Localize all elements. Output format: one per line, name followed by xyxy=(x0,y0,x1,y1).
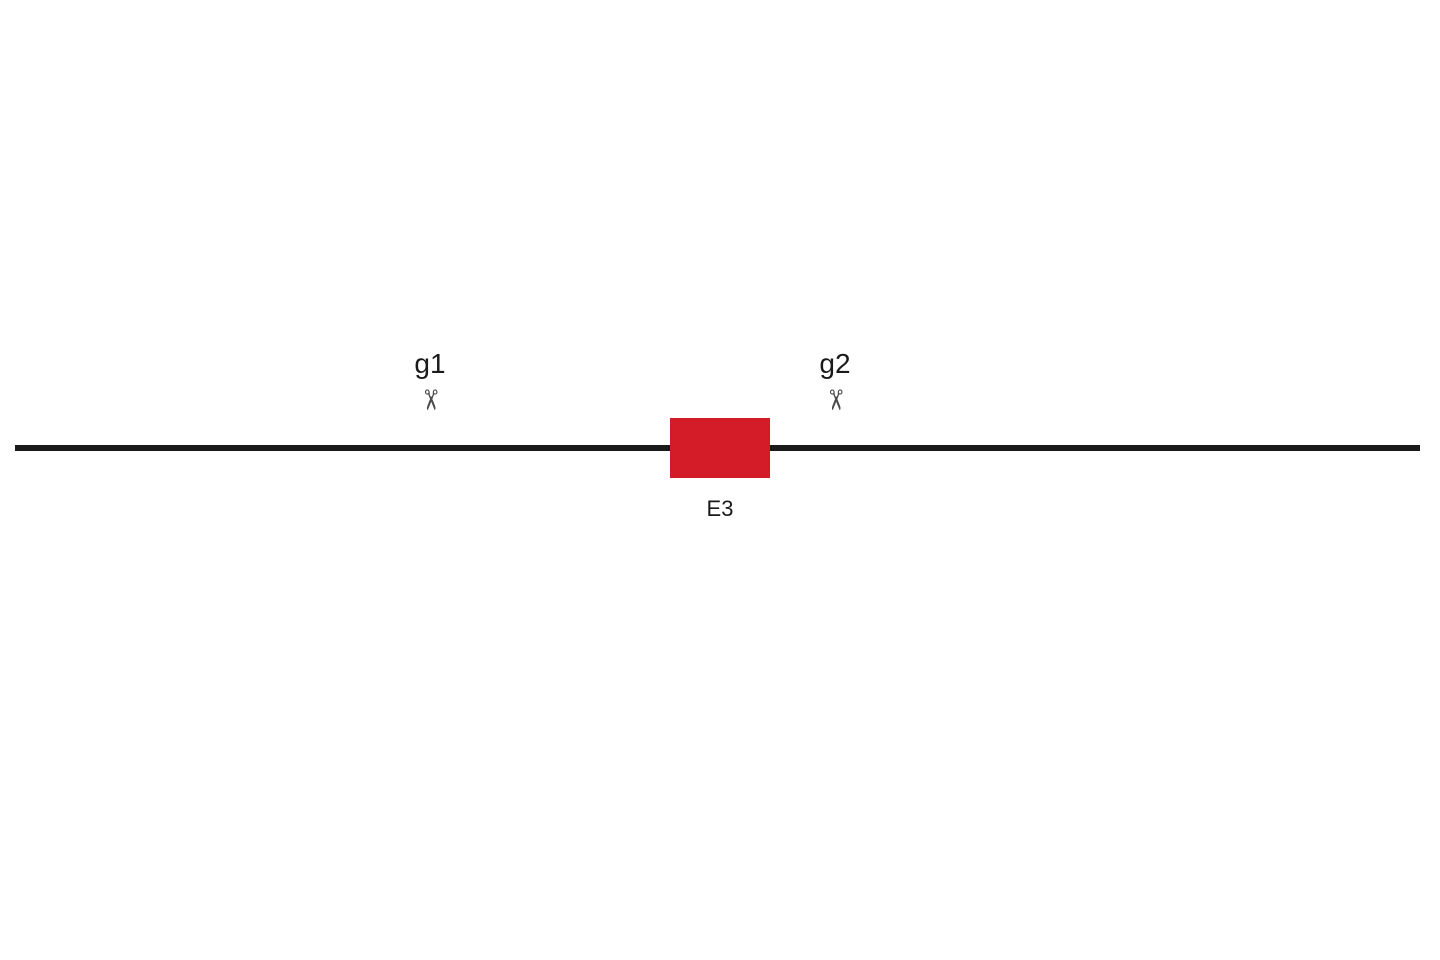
scissors-icon-g1: ✂ xyxy=(416,350,444,450)
exon-box xyxy=(670,418,770,478)
gene-diagram: E3 g1 ✂ g2 ✂ xyxy=(0,0,1440,960)
exon-label: E3 xyxy=(670,496,770,522)
scissors-icon-g2: ✂ xyxy=(821,350,849,450)
